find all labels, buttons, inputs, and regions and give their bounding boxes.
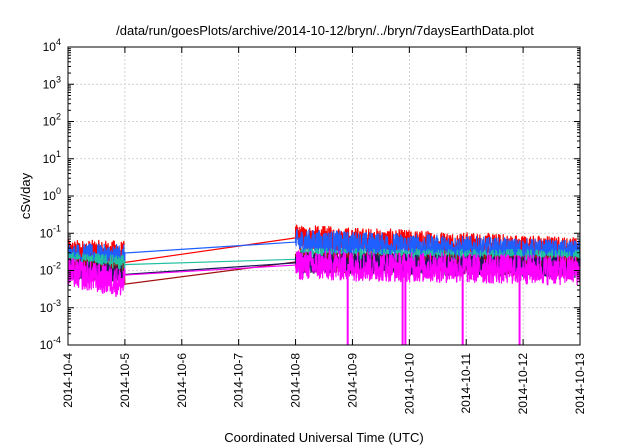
x-tick-label: 2014-10-8 (289, 353, 303, 408)
x-tick-label: 2014-10-13 (573, 353, 587, 415)
y-tick-label: 100 (43, 186, 61, 203)
y-tick-label: 103 (43, 74, 61, 91)
y-tick-label: 102 (43, 112, 61, 129)
y-axis-ticks: 10-4 10-3 10-2 10-1 100 101 102 103 104 (40, 37, 580, 352)
series-line (67, 224, 581, 267)
x-tick-label: 2014-10-4 (61, 353, 75, 408)
dropout-group (346, 270, 521, 345)
chart-title: /data/run/goesPlots/archive/2014-10-12/b… (116, 23, 534, 38)
y-tick-label: 10-3 (40, 298, 61, 315)
x-tick-label: 2014-10-9 (345, 353, 359, 408)
x-tick-label: 2014-10-12 (516, 353, 530, 415)
x-tick-label: 2014-10-10 (402, 353, 416, 415)
y-tick-label: 10-1 (40, 223, 61, 240)
x-axis-label: Coordinated Universal Time (UTC) (224, 430, 423, 445)
x-tick-label: 2014-10-7 (232, 353, 246, 408)
x-tick-label: 2014-10-11 (459, 353, 473, 414)
x-tick-label: 2014-10-5 (118, 353, 132, 408)
x-tick-label: 2014-10-6 (175, 353, 189, 408)
grid-lines (68, 47, 580, 345)
x-axis-ticks: 2014-10-4 2014-10-5 2014-10-6 2014-10-7 2014… (61, 47, 587, 414)
series-group (67, 224, 581, 297)
y-axis-label: cSv/day (18, 172, 33, 219)
y-tick-label: 104 (43, 37, 61, 54)
y-tick-label: 10-4 (40, 335, 61, 352)
y-tick-label: 10-2 (40, 261, 61, 278)
y-tick-label: 101 (43, 149, 61, 166)
